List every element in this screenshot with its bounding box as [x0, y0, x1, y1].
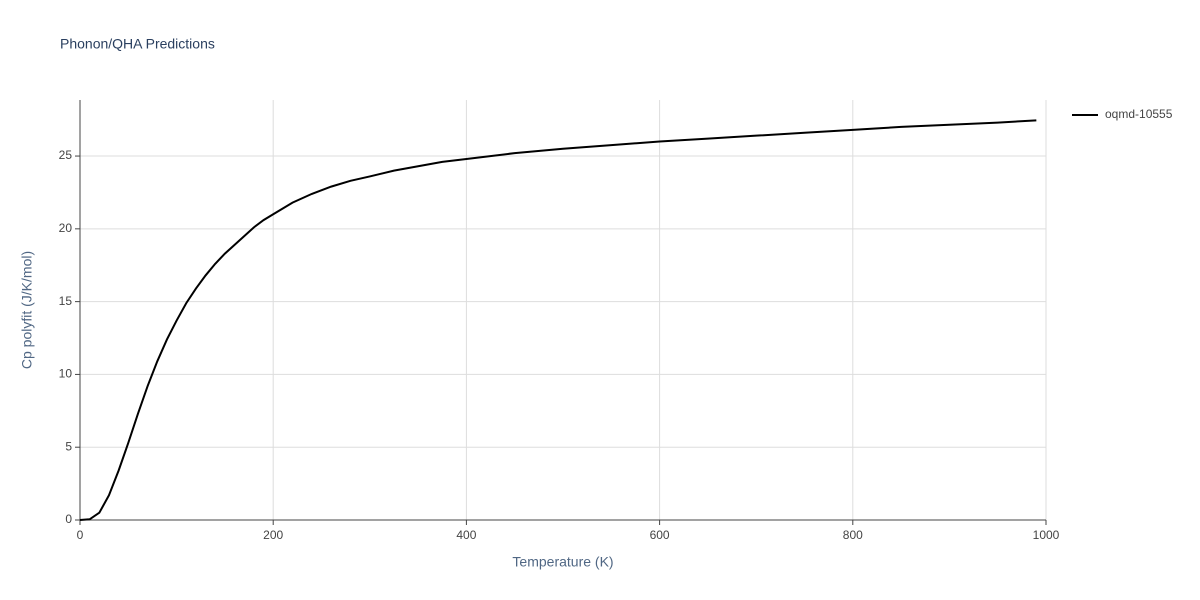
x-tick-label: 200: [263, 528, 283, 542]
x-axis-title: Temperature (K): [512, 554, 613, 570]
legend-label: oqmd-10555: [1105, 107, 1173, 121]
y-axis-title: Cp polyfit (J/K/mol): [19, 251, 35, 369]
x-tick-label: 0: [77, 528, 84, 542]
x-tick-label: 1000: [1033, 528, 1060, 542]
y-tick-label: 0: [65, 512, 72, 526]
y-tick-label: 20: [59, 221, 73, 235]
y-tick-label: 25: [59, 148, 73, 162]
y-tick-label: 5: [65, 439, 72, 453]
y-tick-label: 10: [59, 367, 73, 381]
chart-title: Phonon/QHA Predictions: [60, 36, 215, 52]
line: [79, 119, 1037, 521]
x-tick-label: 600: [650, 528, 670, 542]
x-tick-label: 400: [456, 528, 476, 542]
y-tick-label: 15: [59, 294, 73, 308]
x-tick-label: 800: [843, 528, 863, 542]
